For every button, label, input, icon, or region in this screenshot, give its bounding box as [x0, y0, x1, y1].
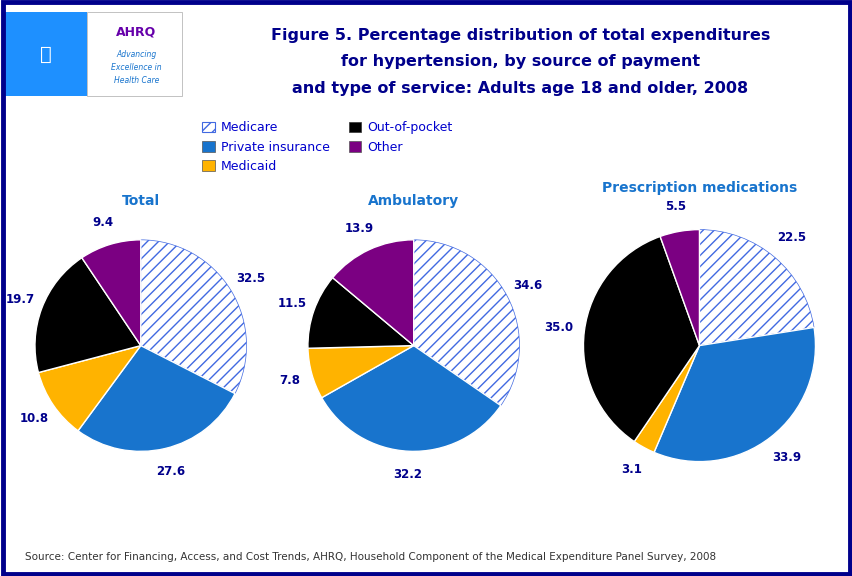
Wedge shape	[308, 278, 413, 348]
Text: 33.9: 33.9	[771, 450, 800, 464]
Text: Health Care: Health Care	[113, 77, 158, 85]
Text: Figure 5. Percentage distribution of total expenditures: Figure 5. Percentage distribution of tot…	[270, 28, 769, 43]
Bar	[4, 13, 87, 96]
Text: 11.5: 11.5	[277, 297, 306, 309]
Text: AHRQ: AHRQ	[116, 26, 156, 39]
Title: Prescription medications: Prescription medications	[602, 181, 796, 195]
Text: Advancing: Advancing	[116, 50, 156, 59]
Text: Excellence in: Excellence in	[111, 63, 161, 72]
Wedge shape	[321, 346, 500, 452]
Text: 🦅: 🦅	[39, 45, 51, 64]
Wedge shape	[82, 240, 141, 346]
Text: 22.5: 22.5	[776, 232, 805, 244]
Text: and type of service: Adults age 18 and older, 2008: and type of service: Adults age 18 and o…	[292, 81, 747, 96]
Text: 9.4: 9.4	[93, 215, 113, 229]
Text: 10.8: 10.8	[20, 412, 49, 425]
Wedge shape	[413, 240, 519, 406]
Text: 3.1: 3.1	[620, 463, 642, 476]
Text: 27.6: 27.6	[156, 465, 185, 478]
Wedge shape	[653, 327, 815, 461]
Wedge shape	[659, 230, 699, 346]
Title: Ambulatory: Ambulatory	[368, 194, 458, 208]
Wedge shape	[35, 257, 141, 373]
Wedge shape	[38, 346, 141, 431]
Text: 5.5: 5.5	[664, 200, 685, 213]
Wedge shape	[141, 240, 246, 393]
Text: 19.7: 19.7	[5, 294, 35, 306]
Wedge shape	[332, 240, 413, 346]
Text: 32.5: 32.5	[236, 272, 265, 285]
Text: Source: Center for Financing, Access, and Cost Trends, AHRQ, Household Component: Source: Center for Financing, Access, an…	[26, 552, 716, 562]
Wedge shape	[308, 346, 413, 397]
Text: 13.9: 13.9	[344, 222, 373, 235]
Text: 7.8: 7.8	[279, 374, 300, 386]
Wedge shape	[78, 346, 234, 452]
Title: Total: Total	[122, 194, 159, 208]
Bar	[87, 13, 182, 96]
Text: 34.6: 34.6	[513, 279, 542, 292]
Legend: Medicare, Private insurance, Medicaid, Out-of-pocket, Other: Medicare, Private insurance, Medicaid, O…	[202, 122, 452, 173]
Text: for hypertension, by source of payment: for hypertension, by source of payment	[340, 54, 699, 69]
Wedge shape	[634, 346, 699, 452]
Text: 32.2: 32.2	[393, 468, 422, 481]
Wedge shape	[699, 230, 813, 346]
Text: 35.0: 35.0	[544, 321, 573, 334]
Wedge shape	[583, 237, 699, 442]
